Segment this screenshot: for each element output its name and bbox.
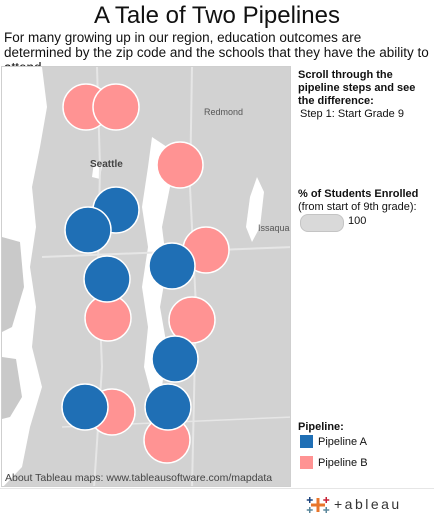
map-credit-link[interactable]: About Tableau maps: www.tableausoftware.… xyxy=(5,472,273,484)
legend-swatch-pipeline-b xyxy=(300,456,313,469)
tableau-wordmark: +ableau xyxy=(334,496,402,512)
tableau-cross-icon xyxy=(306,497,330,513)
step-value[interactable]: Step 1: Start Grade 9 xyxy=(300,108,404,120)
legend-label: Pipeline B xyxy=(318,457,368,469)
size-legend-shape xyxy=(300,214,344,232)
marker-pipeline-b[interactable] xyxy=(156,141,204,189)
legend-item-pipeline-a[interactable]: Pipeline A xyxy=(300,435,430,451)
map-view[interactable]: Redmond Seattle Issaquah About Tableau m… xyxy=(1,66,291,487)
marker-pipeline-a[interactable] xyxy=(83,255,131,303)
map-label-issaquah: Issaquah xyxy=(258,223,291,233)
color-legend-title: Pipeline: xyxy=(298,421,344,433)
map-label-seattle: Seattle xyxy=(90,159,123,170)
size-legend-subheading: (from start of 9th grade): xyxy=(298,201,417,213)
size-legend-heading: % of Students Enrolled xyxy=(298,188,419,200)
pipeline-markers xyxy=(61,83,230,464)
marker-pipeline-a[interactable] xyxy=(148,242,196,290)
legend-item-pipeline-b[interactable]: Pipeline B xyxy=(300,456,430,472)
tableau-logo[interactable]: +ableau xyxy=(306,495,426,515)
footer-divider xyxy=(0,488,434,489)
marker-pipeline-a[interactable] xyxy=(151,335,199,383)
page-title: A Tale of Two Pipelines xyxy=(94,2,340,29)
marker-pipeline-a[interactable] xyxy=(144,383,192,431)
size-legend: 100 xyxy=(300,212,430,232)
marker-pipeline-b[interactable] xyxy=(92,83,140,131)
map-label-redmond: Redmond xyxy=(204,107,244,117)
scroll-heading: Scroll through the pipeline steps and se… xyxy=(298,69,416,107)
marker-pipeline-a[interactable] xyxy=(61,383,109,431)
marker-pipeline-a[interactable] xyxy=(64,206,112,254)
legend-swatch-pipeline-a xyxy=(300,435,313,448)
legend-label: Pipeline A xyxy=(318,436,367,448)
size-legend-value: 100 xyxy=(348,215,367,227)
